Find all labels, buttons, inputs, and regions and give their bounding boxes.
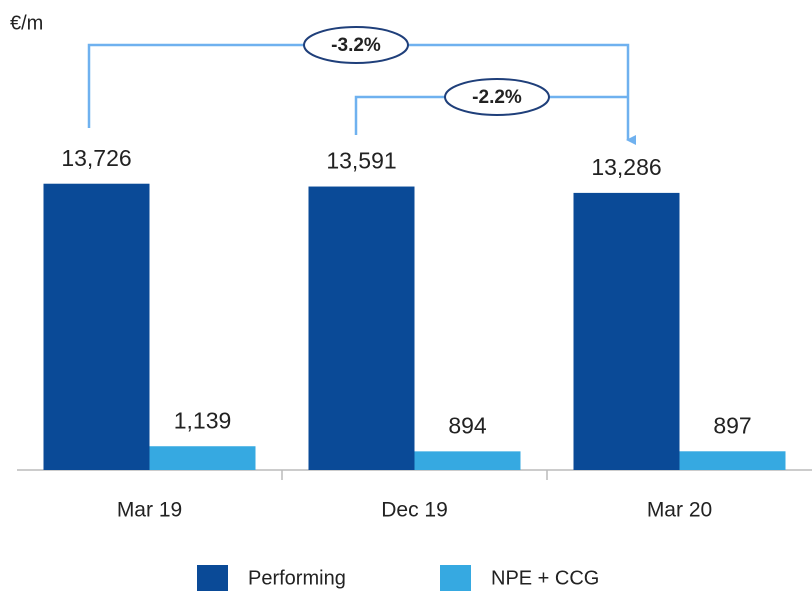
value-label: 897: [713, 412, 751, 438]
unit-label: €/m: [10, 12, 43, 34]
legend-label: Performing: [248, 567, 346, 589]
annotation: -3.2%: [331, 35, 381, 56]
annotation-bubble: [303, 26, 409, 64]
legend-label: NPE + CCG: [491, 567, 599, 589]
bar: [573, 192, 680, 470]
value-label: 13,726: [61, 145, 131, 171]
value-label: 1,139: [174, 407, 232, 433]
bar: [414, 451, 521, 470]
legend-swatch: [440, 565, 471, 591]
annotation: -2.2%: [472, 87, 522, 108]
legend-swatch: [197, 565, 228, 591]
x-tick-label: Mar 19: [117, 499, 182, 522]
x-tick-label: Mar 20: [647, 499, 712, 522]
annotation-bubble: [444, 78, 550, 116]
bar: [308, 186, 415, 470]
value-label: 13,286: [591, 154, 661, 180]
bar: [43, 183, 150, 471]
value-label: 13,591: [326, 148, 396, 174]
bar: [679, 451, 786, 470]
bar: [149, 446, 256, 470]
x-tick-label: Dec 19: [381, 499, 448, 522]
value-label: 894: [448, 412, 487, 438]
